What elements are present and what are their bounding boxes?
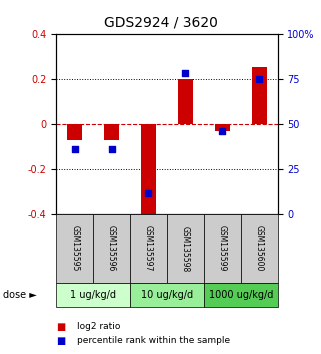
Text: GSM135596: GSM135596 — [107, 225, 116, 272]
Text: 10 ug/kg/d: 10 ug/kg/d — [141, 290, 193, 300]
Point — [146, 190, 151, 195]
Bar — [141, 124, 156, 219]
Text: log2 ratio: log2 ratio — [77, 322, 120, 331]
Text: GSM135595: GSM135595 — [70, 225, 79, 272]
Text: percentile rank within the sample: percentile rank within the sample — [77, 336, 230, 346]
Bar — [252, 68, 266, 124]
Bar — [67, 124, 82, 140]
Text: GSM135598: GSM135598 — [181, 225, 190, 272]
Text: GSM135597: GSM135597 — [144, 225, 153, 272]
Point — [183, 70, 188, 76]
Bar — [215, 124, 230, 131]
Text: ■: ■ — [56, 322, 65, 332]
Text: 1 ug/kg/d: 1 ug/kg/d — [70, 290, 116, 300]
Text: GSM135600: GSM135600 — [255, 225, 264, 272]
Text: dose ►: dose ► — [3, 290, 37, 300]
Point — [109, 146, 114, 152]
Text: GDS2924 / 3620: GDS2924 / 3620 — [104, 16, 217, 30]
Point — [256, 76, 262, 81]
Bar — [104, 124, 119, 140]
Point — [72, 146, 77, 152]
Point — [220, 128, 225, 134]
Text: GSM135599: GSM135599 — [218, 225, 227, 272]
Text: ■: ■ — [56, 336, 65, 346]
Text: 1000 ug/kg/d: 1000 ug/kg/d — [209, 290, 273, 300]
Bar — [178, 79, 193, 124]
